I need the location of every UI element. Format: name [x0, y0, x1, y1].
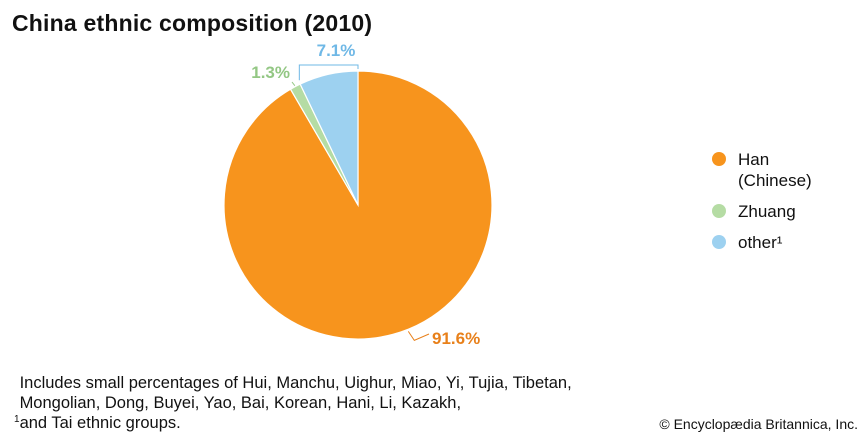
- legend-label-han-line2: (Chinese): [738, 171, 812, 190]
- copyright-credit: © Encyclopædia Britannica, Inc.: [659, 416, 858, 432]
- data-label-other: 7.1%: [317, 41, 356, 60]
- data-label-zhuang: 1.3%: [251, 63, 290, 82]
- data-label-han: 91.6%: [432, 329, 480, 348]
- leader-line-han: [407, 331, 430, 341]
- pie-slice-other: [299, 70, 359, 206]
- footnote: 1Includes small percentages of Hui, Manc…: [14, 373, 572, 433]
- legend-item-zhuang: Zhuang: [712, 201, 812, 222]
- legend-label-han-line1: Han: [738, 150, 770, 169]
- footnote-text: Includes small percentages of Hui, Manch…: [19, 374, 572, 432]
- chart-title: China ethnic composition (2010): [12, 10, 373, 36]
- legend-swatch-other: [712, 235, 726, 249]
- legend-swatch-han: [712, 152, 726, 166]
- leader-bracket-other: [298, 64, 359, 81]
- footnote-marker: 1: [14, 414, 20, 425]
- legend-label-han: Han (Chinese): [738, 149, 812, 191]
- leader-line-zhuang: [291, 81, 296, 86]
- legend-swatch-zhuang: [712, 204, 726, 218]
- legend-label-zhuang: Zhuang: [738, 202, 796, 221]
- legend-item-han: Han (Chinese): [712, 149, 812, 191]
- legend: Han (Chinese) Zhuang other¹: [712, 149, 812, 263]
- legend-item-other: other¹: [712, 232, 812, 253]
- legend-label-other: other¹: [738, 233, 783, 252]
